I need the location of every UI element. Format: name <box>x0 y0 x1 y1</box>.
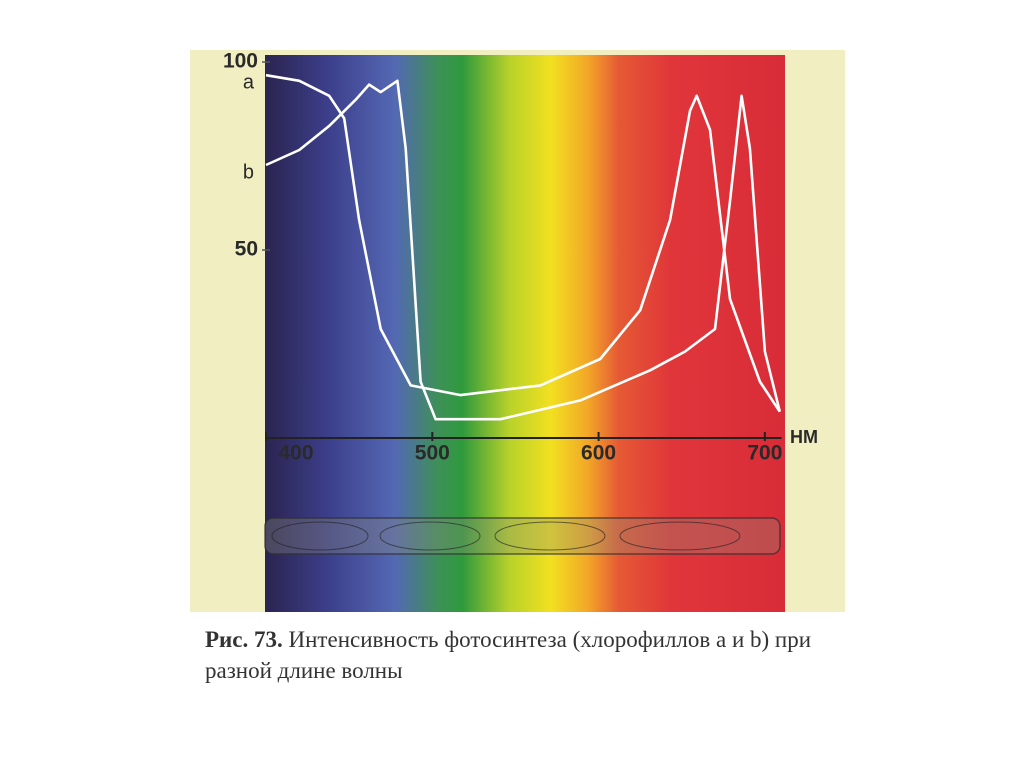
series-label: b <box>243 161 254 183</box>
x-tick-label: 600 <box>581 442 616 465</box>
cell-strip <box>264 517 781 555</box>
spectrum <box>265 55 785 612</box>
caption-text: Интенсивность фотосинтеза (хлорофиллов a… <box>205 627 812 683</box>
x-tick-label: 500 <box>415 442 450 465</box>
caption: Рис. 73. Интенсивность фотосинтеза (хлор… <box>205 624 845 686</box>
x-tick-label: 400 <box>278 442 313 465</box>
y-tick-label: 100 <box>223 50 258 73</box>
series-label: a <box>243 71 255 93</box>
series-line <box>265 79 782 421</box>
y-tick-label: 50 <box>235 238 258 261</box>
x-unit: НМ <box>790 427 818 447</box>
x-tick-label: 700 <box>747 442 782 465</box>
figure-label: Рис. 73. <box>205 627 283 652</box>
